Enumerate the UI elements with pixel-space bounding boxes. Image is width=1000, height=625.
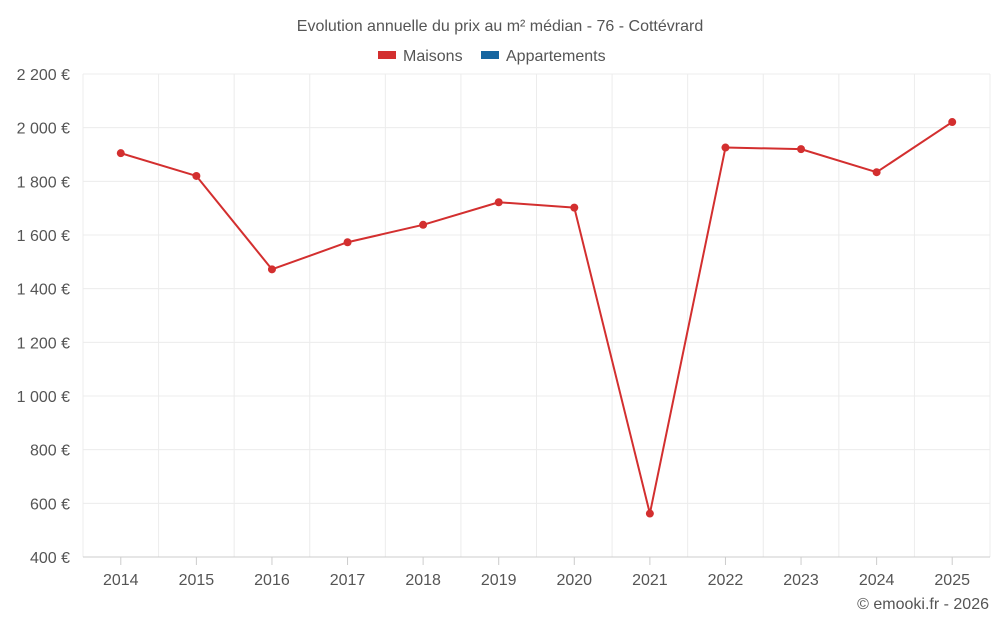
data-point-maisons-2019[interactable] — [494, 198, 503, 207]
y-tick-label: 2 200 € — [17, 67, 70, 84]
legend: Maisons Appartements — [378, 48, 606, 65]
y-tick-label: 400 € — [30, 550, 70, 567]
data-point-maisons-2020[interactable] — [570, 203, 579, 212]
x-tick-label: 2021 — [632, 572, 668, 589]
x-tick-label: 2023 — [783, 572, 819, 589]
series-line-maisons — [120, 121, 953, 515]
series-layer — [116, 118, 957, 518]
credit-text: © emooki.fr - 2026 — [857, 596, 989, 613]
x-tick-label: 2018 — [405, 572, 441, 589]
y-tick-label: 1 800 € — [17, 174, 70, 191]
x-tick-label: 2015 — [179, 572, 215, 589]
data-point-maisons-2014[interactable] — [116, 149, 125, 158]
data-point-maisons-2024[interactable] — [872, 168, 881, 177]
y-tick-label: 800 € — [30, 443, 70, 460]
x-tick-label: 2014 — [103, 572, 139, 589]
data-point-maisons-2025[interactable] — [948, 118, 957, 127]
chart-title: Evolution annuelle du prix au m² médian … — [297, 18, 703, 35]
y-tick-label: 1 400 € — [17, 282, 70, 299]
y-tick-label: 1 200 € — [17, 335, 70, 352]
data-point-maisons-2021[interactable] — [645, 509, 654, 518]
legend-label-appartements[interactable]: Appartements — [506, 48, 606, 65]
legend-swatch-maisons — [378, 51, 396, 59]
x-tick-label: 2024 — [859, 572, 895, 589]
data-point-maisons-2022[interactable] — [721, 143, 730, 152]
y-tick-label: 2 000 € — [17, 121, 70, 138]
x-axis: 2014 2015 2016 2017 2018 2019 2020 2021 2022 2023… — [83, 556, 990, 589]
x-tick-label: 2019 — [481, 572, 517, 589]
x-tick-label: 2025 — [934, 572, 970, 589]
data-point-maisons-2015[interactable] — [192, 171, 201, 180]
grid — [82, 73, 991, 557]
data-point-maisons-2018[interactable] — [419, 220, 428, 229]
x-tick-label: 2022 — [708, 572, 744, 589]
x-tick-label: 2020 — [556, 572, 592, 589]
y-tick-label: 600 € — [30, 496, 70, 513]
legend-swatch-appartements — [481, 51, 499, 59]
x-tick-label: 2017 — [330, 572, 366, 589]
data-point-maisons-2023[interactable] — [797, 145, 806, 154]
x-tick-label: 2016 — [254, 572, 290, 589]
data-point-maisons-2017[interactable] — [343, 238, 352, 247]
data-point-maisons-2016[interactable] — [267, 265, 276, 274]
y-tick-label: 1 600 € — [17, 228, 70, 245]
legend-label-maisons[interactable]: Maisons — [403, 48, 463, 65]
y-tick-label: 1 000 € — [17, 389, 70, 406]
y-axis: 400 € 600 € 800 € 1 000 € 1 200 € 1 400 € 1 60… — [17, 67, 70, 567]
